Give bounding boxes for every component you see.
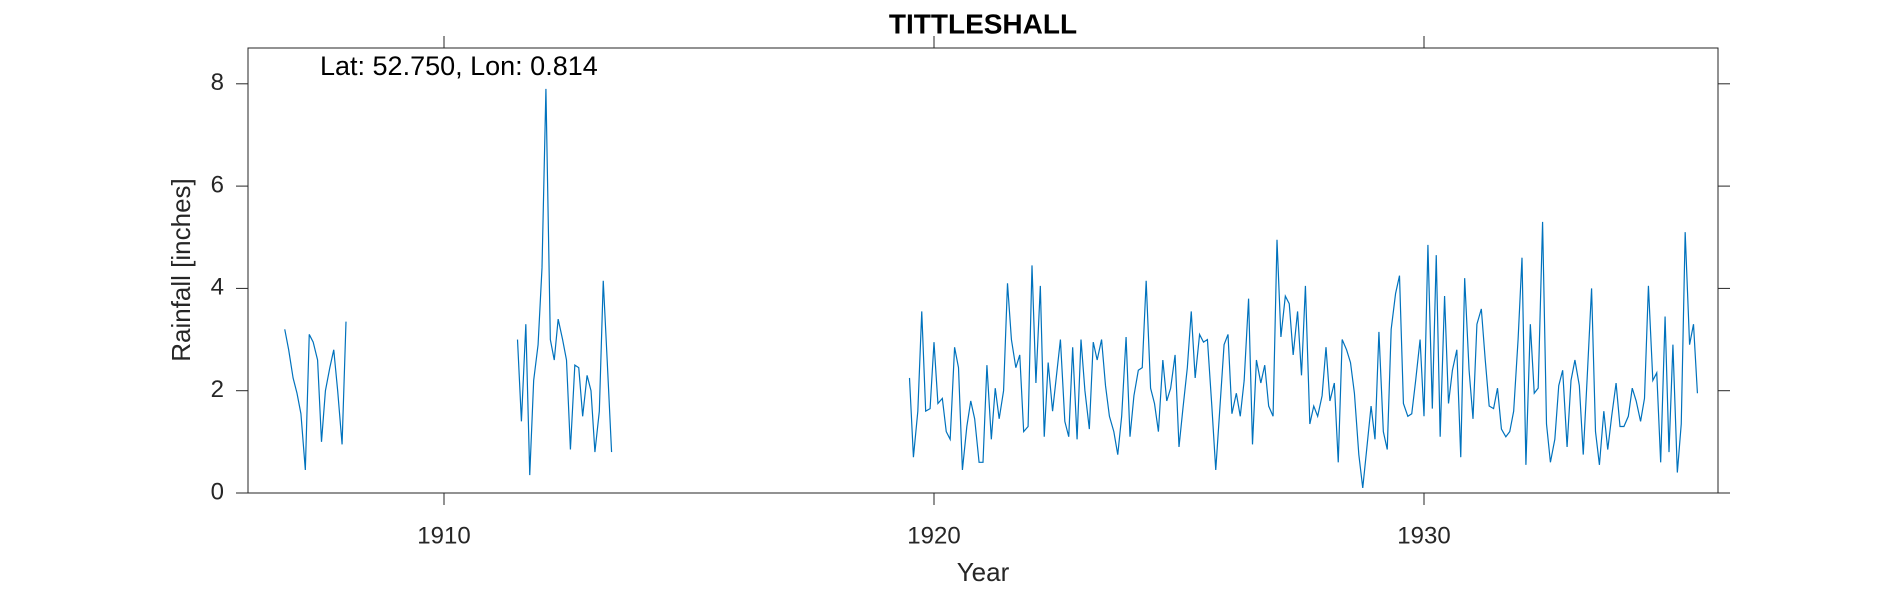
data-line	[284, 88, 1699, 488]
x-tick-label: 1910	[417, 522, 470, 549]
chart-title: TITTLESHALL	[889, 8, 1077, 39]
x-axis-label: Year	[957, 557, 1010, 587]
y-tick-label: 4	[211, 274, 224, 301]
x-tick-label: 1920	[907, 522, 960, 549]
y-axis-label: Rainfall [inches]	[166, 178, 196, 362]
annotation: Lat: 52.750, Lon: 0.814	[320, 51, 598, 81]
y-tick-label: 2	[211, 376, 224, 403]
x-tick-label: 1930	[1397, 522, 1450, 549]
y-tick-label: 8	[211, 69, 224, 96]
y-tick-label: 0	[211, 478, 224, 505]
axes-box	[247, 47, 1719, 494]
y-tick-label: 6	[211, 171, 224, 198]
